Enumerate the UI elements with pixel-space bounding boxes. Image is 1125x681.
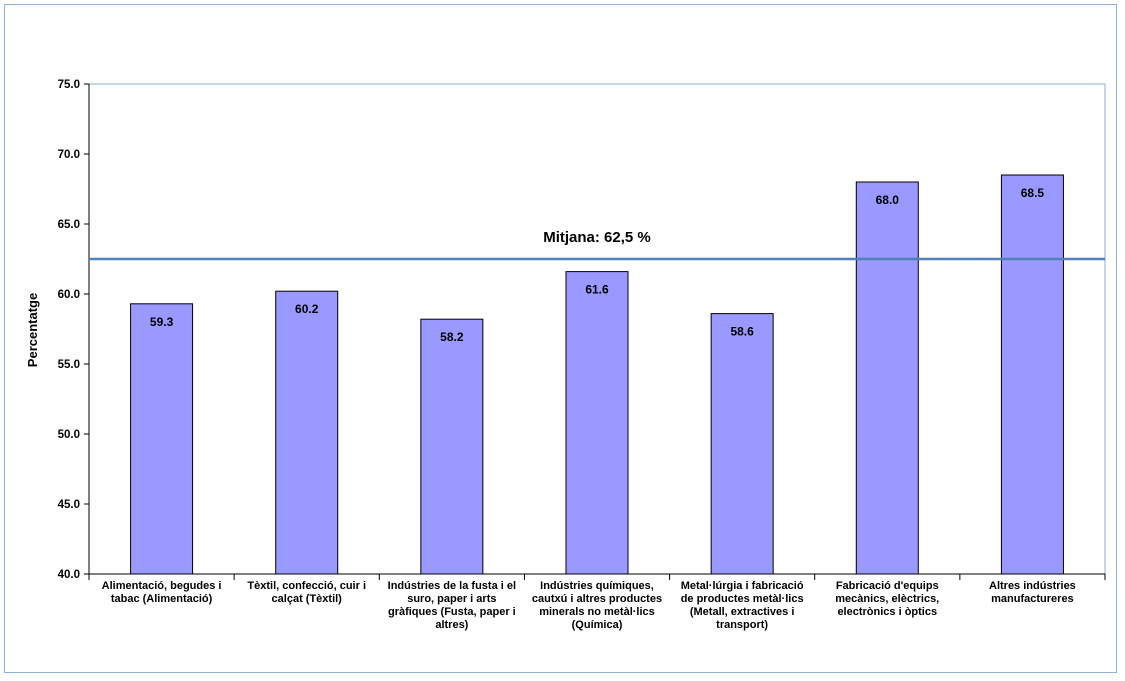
bar-value-label: 68.5 xyxy=(1021,186,1045,200)
y-tick-label: 70.0 xyxy=(58,149,80,161)
axes: 40.0 45.0 50.0 55.0 60.0 65.0 70.0 75.0 xyxy=(58,79,1106,581)
bar-value-label: 68.0 xyxy=(876,193,900,207)
bar xyxy=(710,313,774,575)
x-category-label: Altres indústries manufactureres xyxy=(989,580,1076,605)
x-category-label: Indústries de la fusta i el suro, paper … xyxy=(387,580,517,631)
average-label: Mitjana: 62,5 % xyxy=(543,229,651,246)
bar-value-label: 58.2 xyxy=(440,330,464,344)
x-category-label: Tèxtil, confecció, cuir i calçat (Tèxtil… xyxy=(247,580,366,605)
bar xyxy=(1000,174,1064,575)
bar-value-label: 59.3 xyxy=(150,315,174,329)
y-axis-label: Percentatge xyxy=(25,293,40,367)
bar xyxy=(565,271,629,575)
bar-value-label: 61.6 xyxy=(585,283,609,297)
y-tick-label: 55.0 xyxy=(58,359,80,371)
bar-value-label: 58.6 xyxy=(730,325,754,339)
x-category-label: Fabricació d'equips mecànics, elèctrics,… xyxy=(835,580,940,618)
bars: 59.3 60.2 58.2 61.6 58.6 68.0 68.5 xyxy=(130,174,1064,575)
bar-value-label: 60.2 xyxy=(295,302,319,316)
y-tick-label: 45.0 xyxy=(58,499,80,511)
average-line-group: Mitjana: 62,5 % xyxy=(89,229,1105,261)
bar xyxy=(130,303,194,575)
bar xyxy=(420,318,484,575)
y-tick-label: 65.0 xyxy=(58,219,80,231)
y-tick-label: 40.0 xyxy=(58,569,80,581)
y-tick-label: 75.0 xyxy=(58,79,80,91)
y-tick-label: 60.0 xyxy=(58,289,80,301)
x-category-label: Indústries químiques, cautxú i altres pr… xyxy=(531,580,663,631)
x-category-label: Metal·lúrgia i fabricació de productes m… xyxy=(680,580,804,631)
bar xyxy=(275,290,339,575)
bar xyxy=(855,181,919,575)
y-tick-label: 50.0 xyxy=(58,429,80,441)
x-category-label: Alimentació, begudes i tabac (Alimentaci… xyxy=(101,580,222,605)
